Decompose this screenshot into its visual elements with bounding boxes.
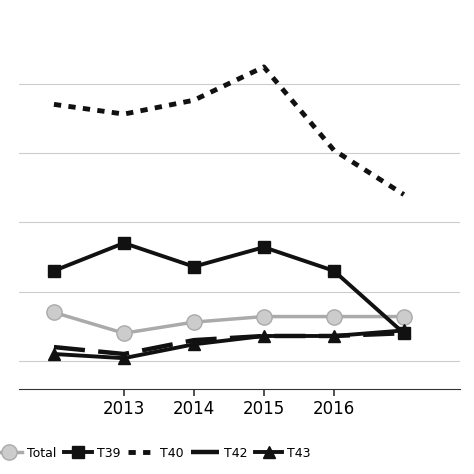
T39 bbox=[261, 245, 267, 250]
Total bbox=[121, 330, 127, 336]
T42 bbox=[121, 351, 127, 357]
T43 bbox=[331, 333, 337, 339]
T39 bbox=[331, 268, 337, 273]
T42 bbox=[331, 333, 337, 339]
T43 bbox=[401, 328, 407, 333]
T40 bbox=[331, 147, 337, 153]
Line: T42: T42 bbox=[54, 333, 404, 354]
Total bbox=[51, 310, 57, 315]
T40 bbox=[121, 111, 127, 117]
T42 bbox=[51, 344, 57, 350]
T40 bbox=[191, 97, 197, 103]
Legend: Total, T39, T40, T42, T43: Total, T39, T40, T42, T43 bbox=[0, 442, 316, 465]
T43 bbox=[121, 356, 127, 361]
T40 bbox=[261, 64, 267, 70]
Line: T43: T43 bbox=[48, 324, 410, 365]
T39 bbox=[401, 330, 407, 336]
Total bbox=[331, 314, 337, 319]
T39 bbox=[191, 264, 197, 270]
T40 bbox=[401, 191, 407, 197]
T39 bbox=[51, 268, 57, 273]
T39 bbox=[121, 240, 127, 246]
T43 bbox=[191, 341, 197, 347]
T42 bbox=[401, 330, 407, 336]
Total bbox=[191, 319, 197, 325]
T43 bbox=[261, 333, 267, 339]
T42 bbox=[191, 337, 197, 343]
Line: T40: T40 bbox=[54, 67, 404, 194]
T42 bbox=[261, 333, 267, 339]
T40 bbox=[51, 101, 57, 107]
Line: Total: Total bbox=[46, 305, 411, 341]
Total bbox=[401, 314, 407, 319]
Line: T39: T39 bbox=[48, 237, 410, 339]
T43 bbox=[51, 351, 57, 357]
Total bbox=[261, 314, 267, 319]
